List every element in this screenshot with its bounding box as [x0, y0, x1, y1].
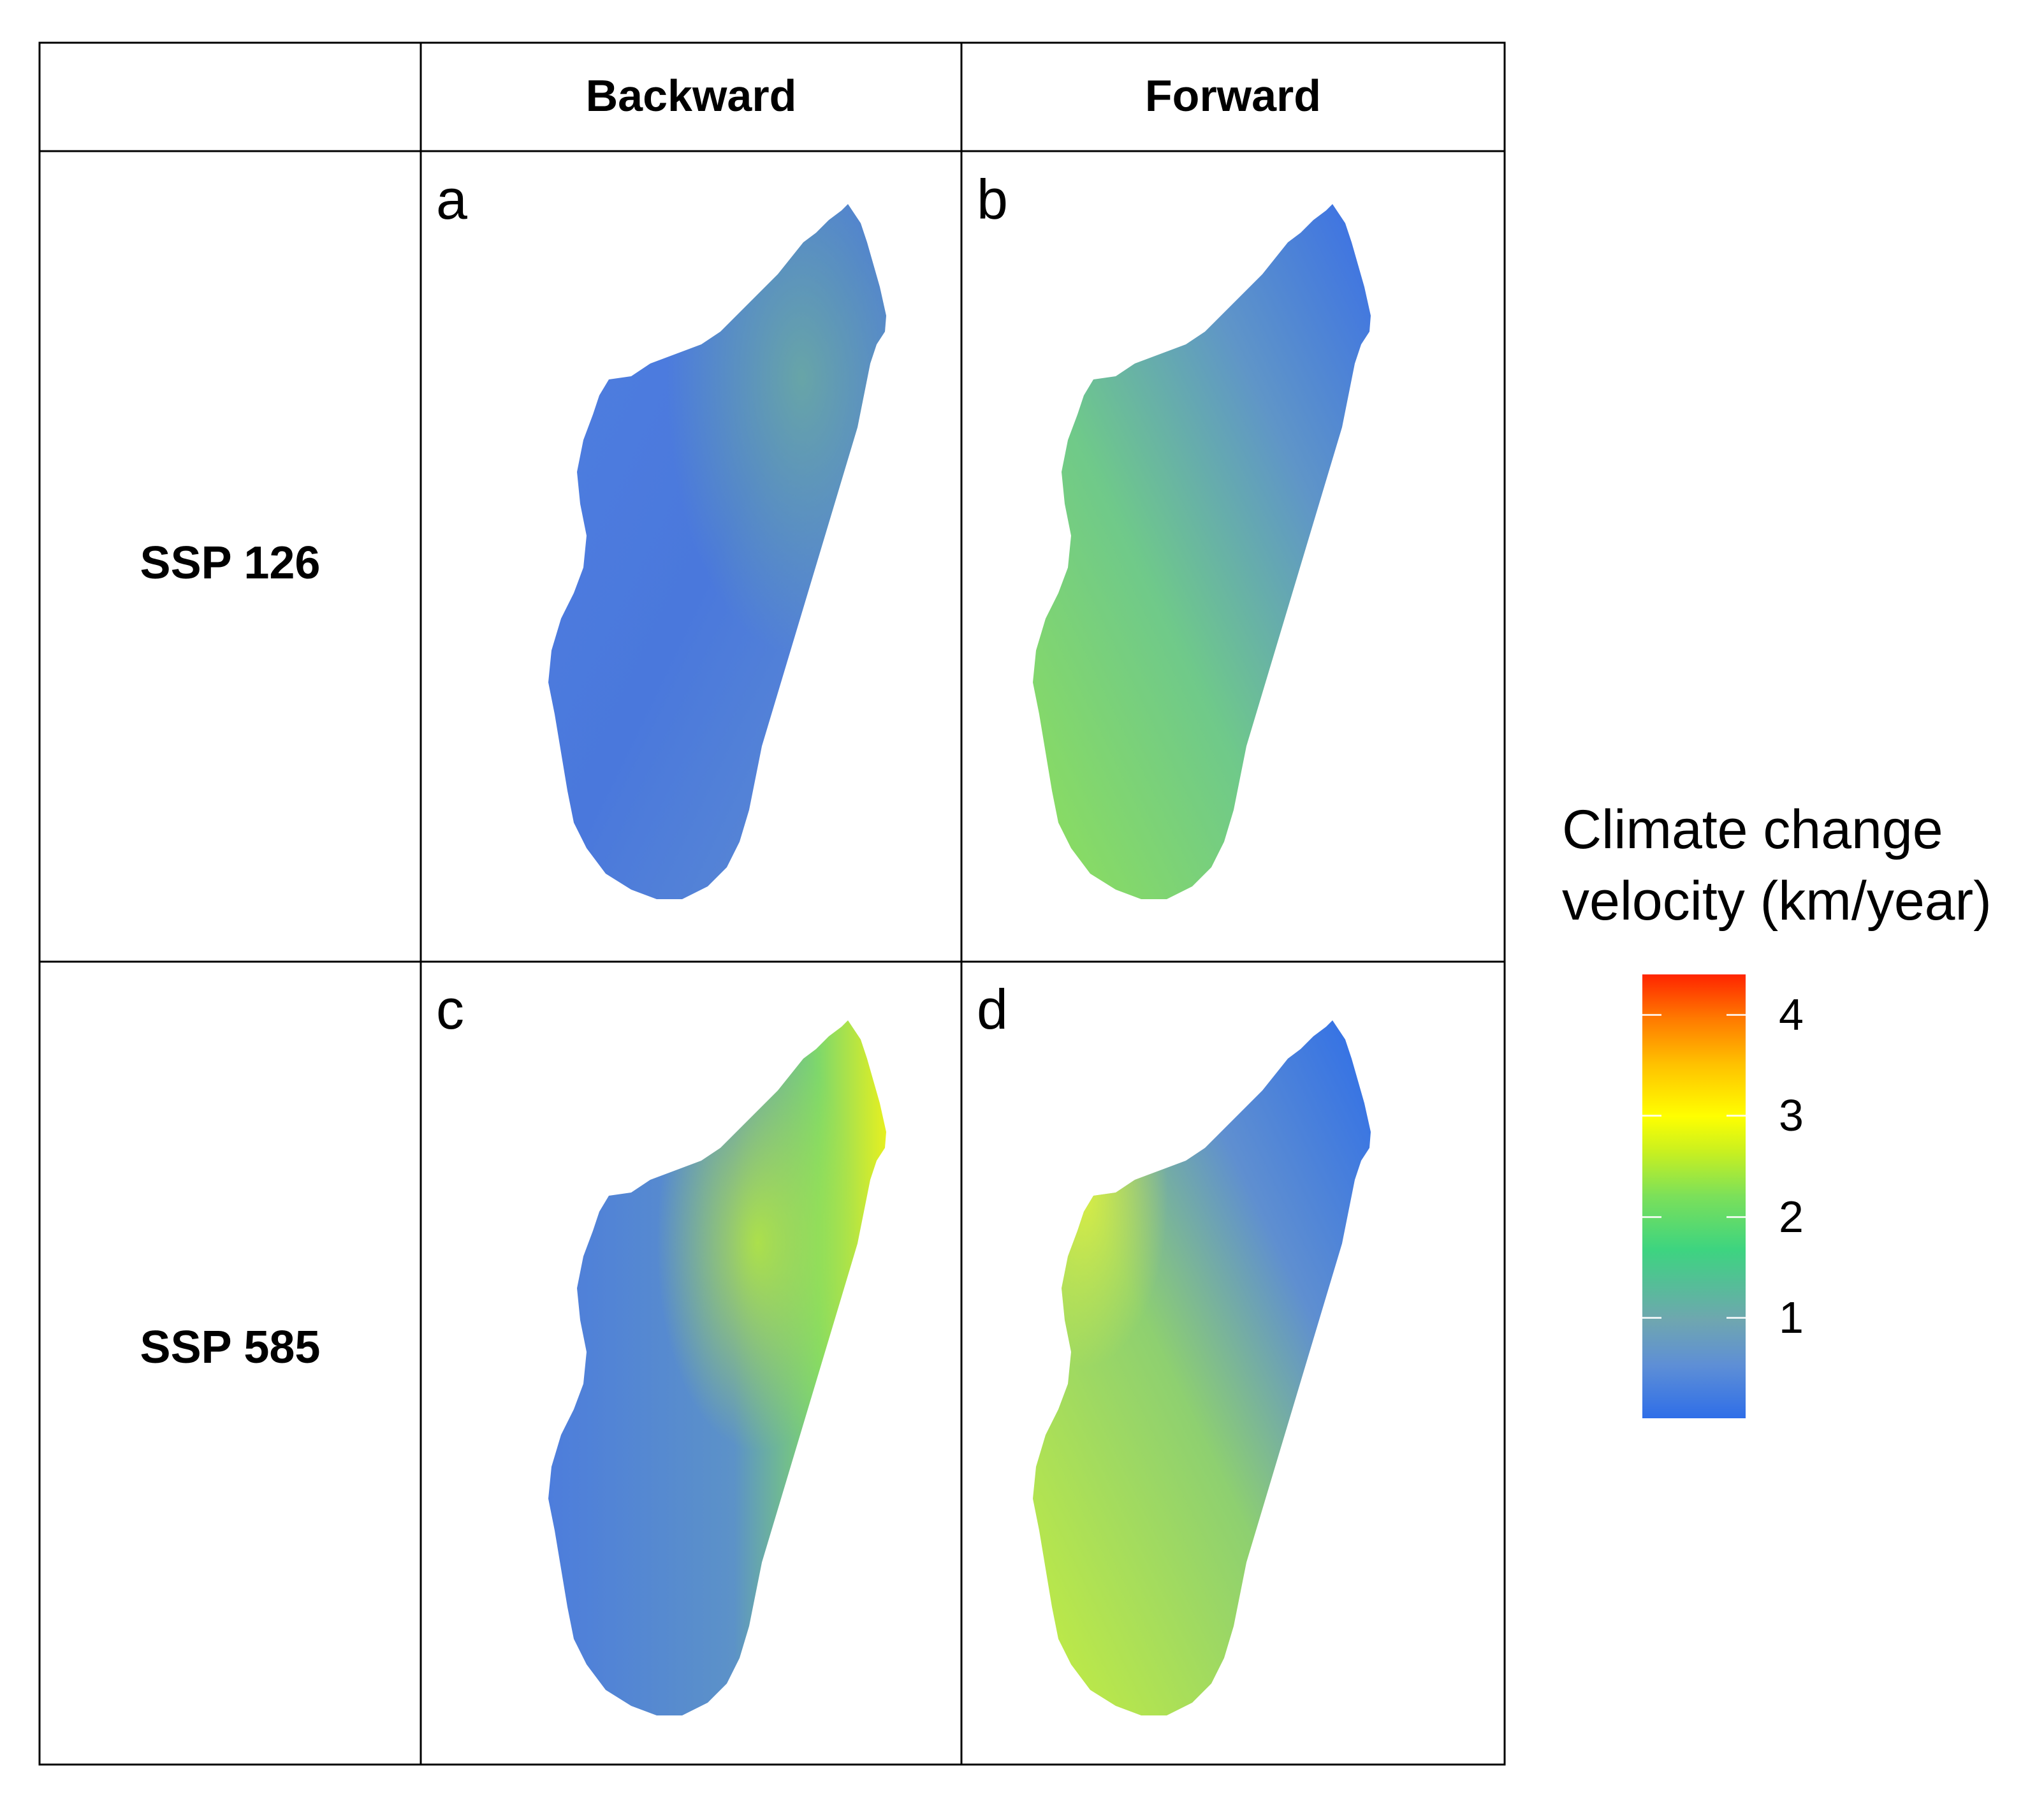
- legend-title-line1: Climate change: [1562, 799, 1943, 860]
- legend-tick-label: 4: [1779, 990, 1804, 1040]
- column-header-backward: Backward: [585, 71, 797, 121]
- map-panel-b: [1033, 204, 1371, 899]
- panel-label-b: b: [977, 168, 1008, 231]
- row-header-ssp585: SSP 585: [140, 1322, 321, 1373]
- map-panel-a: [548, 204, 886, 899]
- legend-tick-label: 2: [1779, 1191, 1804, 1242]
- column-header-forward: Forward: [1144, 71, 1322, 121]
- legend-tick-label: 1: [1779, 1292, 1804, 1342]
- legend-title-line2: velocity (km/year): [1562, 870, 1992, 932]
- row-header-ssp126: SSP 126: [140, 538, 321, 589]
- legend-tick-label: 3: [1779, 1090, 1804, 1141]
- legend-color-bar: [1642, 974, 1746, 1418]
- legend-tick-mark: [1642, 1215, 1746, 1218]
- map-panel-c: [548, 1020, 886, 1715]
- legend-tick-mark: [1642, 1316, 1746, 1319]
- panel-label-c: c: [436, 978, 464, 1041]
- map-panel-d: [1033, 1020, 1371, 1715]
- legend-title: Climate change velocity (km/year): [1562, 794, 1992, 937]
- panel-label-d: d: [977, 978, 1008, 1041]
- legend-tick-mark: [1642, 1115, 1746, 1117]
- panel-label-a: a: [436, 168, 467, 231]
- legend-tick-mark: [1642, 1014, 1746, 1017]
